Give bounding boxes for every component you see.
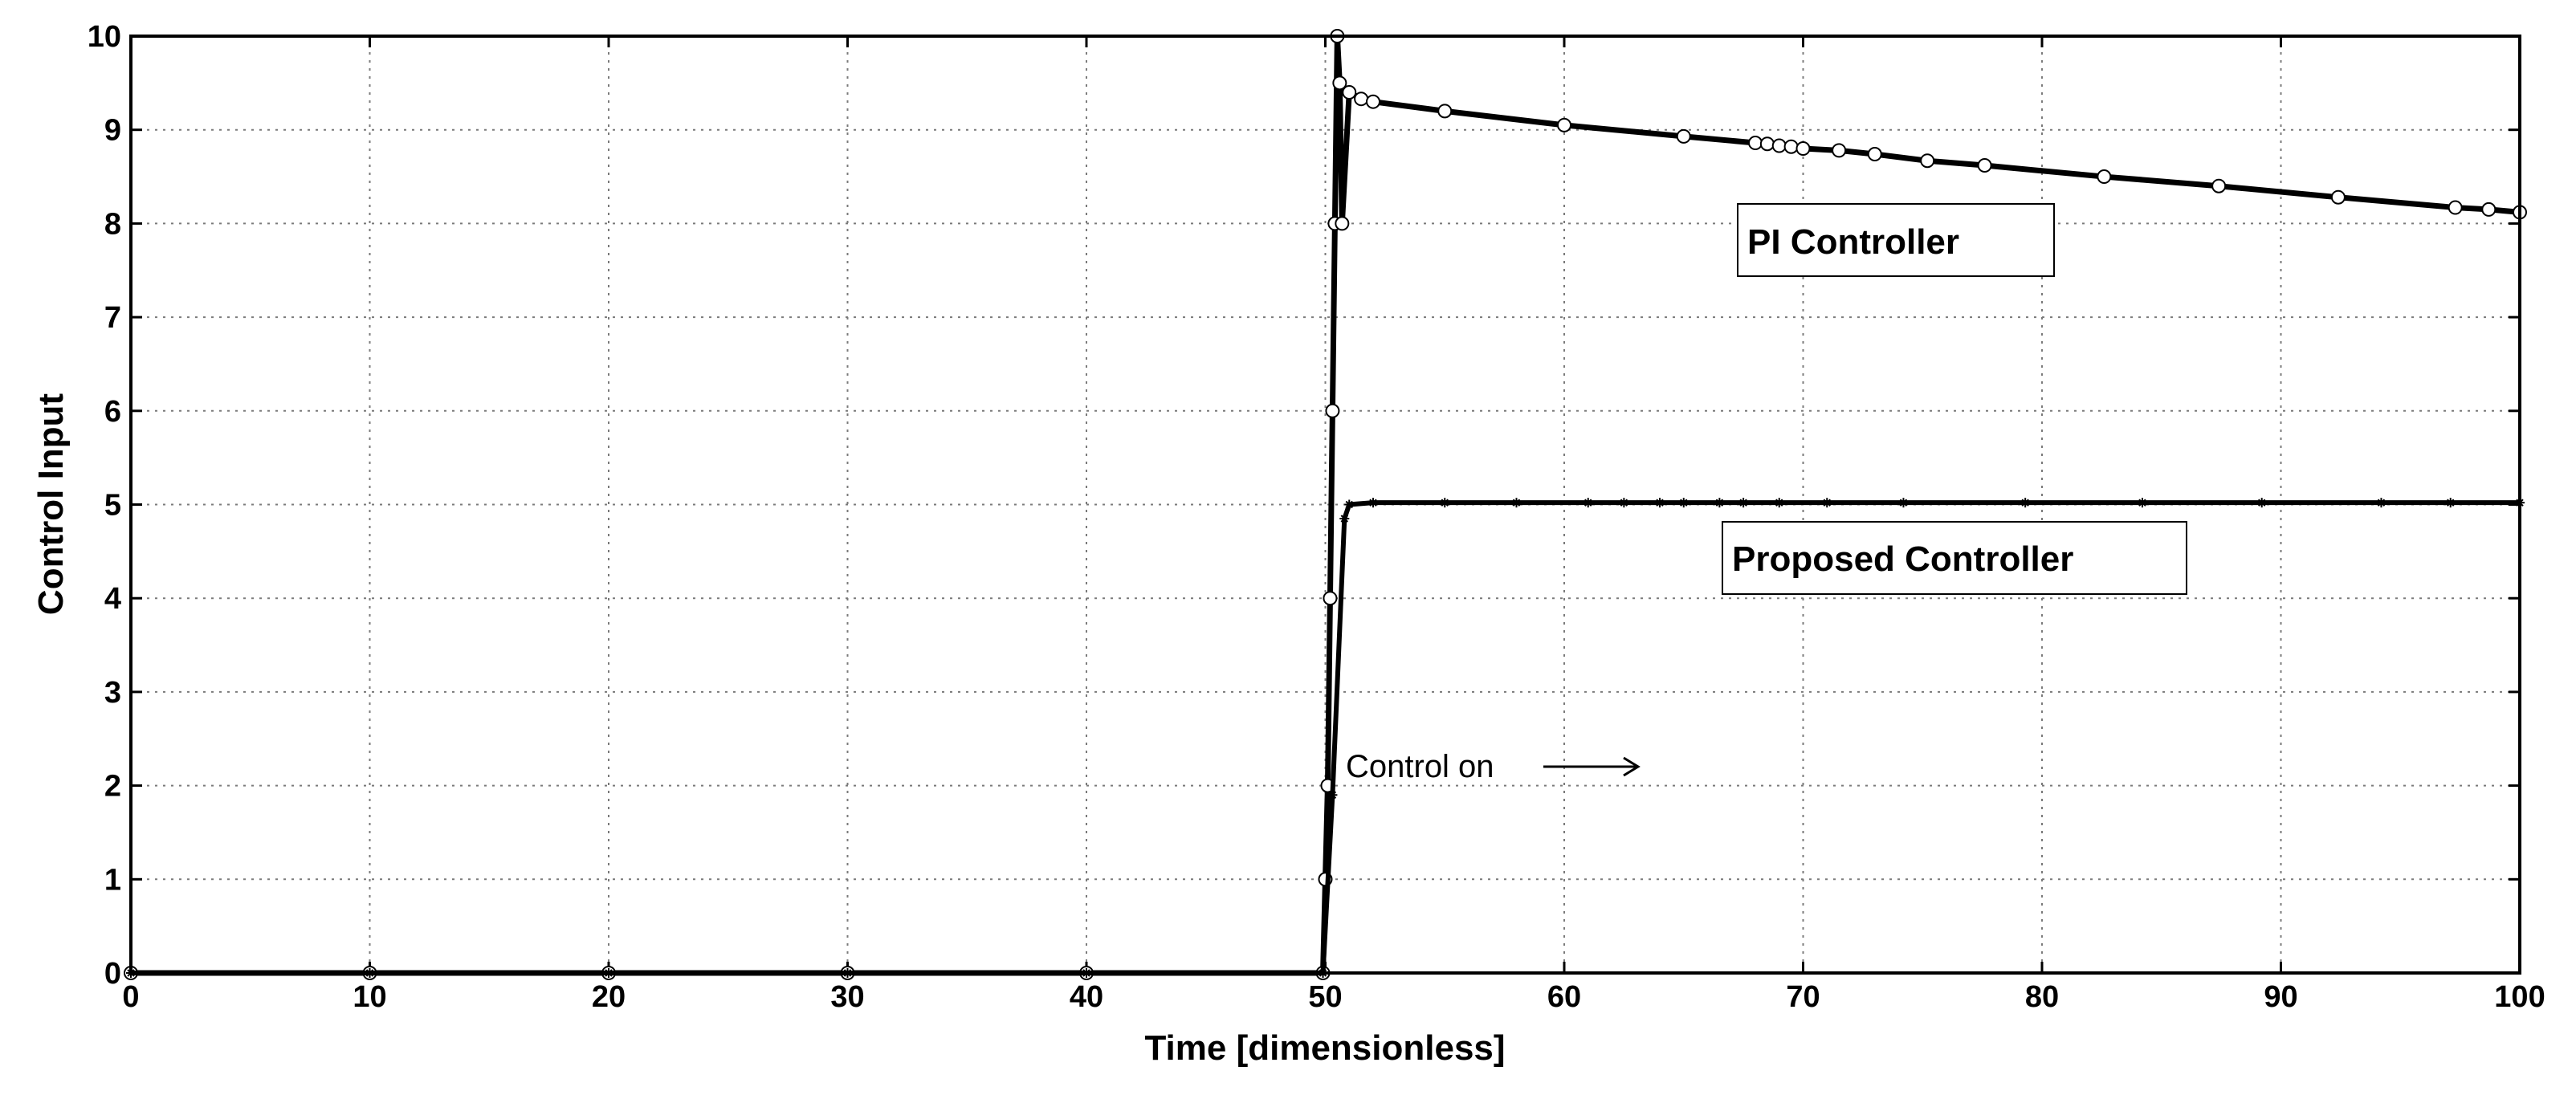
- y-tick-label: 4: [104, 582, 121, 616]
- data-point-proposed-controller: [1583, 498, 1593, 508]
- y-tick-label: 2: [104, 770, 121, 804]
- data-point-proposed-controller: [1738, 498, 1749, 508]
- data-point-pi-controller: [1771, 138, 1787, 153]
- control-on-label: Control on: [1346, 749, 1494, 784]
- x-axis-label: Time [dimensionless]: [1144, 1028, 1505, 1068]
- y-tick-label: 3: [104, 676, 121, 710]
- y-axis-label: Control Input: [31, 393, 71, 615]
- data-point-proposed-controller: [1898, 498, 1909, 508]
- data-point-proposed-controller: [2137, 498, 2147, 508]
- data-point-pi-controller: [1795, 141, 1811, 157]
- data-point-pi-controller: [1748, 136, 1763, 151]
- data-point-proposed-controller: [2445, 498, 2456, 508]
- data-point-pi-controller: [1832, 143, 1847, 158]
- legend-proposed-controller-label: Proposed Controller: [1732, 539, 2073, 579]
- legend-proposed-controller: Proposed Controller: [1722, 521, 2187, 595]
- x-tick-label: 0: [122, 980, 139, 1014]
- y-tick-label: 0: [104, 957, 121, 991]
- y-tick-label: 5: [104, 489, 121, 523]
- data-point-pi-controller: [1676, 128, 1691, 144]
- data-point-pi-controller: [1332, 75, 1347, 91]
- data-point-pi-controller: [1557, 117, 1571, 132]
- y-tick-label: 8: [104, 207, 121, 241]
- data-point-proposed-controller: [2256, 498, 2267, 508]
- x-tick-label: 50: [1308, 980, 1342, 1014]
- y-tick-label: 7: [104, 301, 121, 335]
- data-point-proposed-controller: [1327, 790, 1338, 800]
- legend-pi-controller: PI Controller: [1737, 203, 2055, 277]
- data-point-pi-controller: [1977, 158, 1992, 173]
- data-point-proposed-controller: [1655, 498, 1665, 508]
- y-tick-label: 6: [104, 395, 121, 429]
- x-tick-label: 100: [2494, 980, 2545, 1014]
- x-tick-label: 20: [592, 980, 626, 1014]
- data-point-proposed-controller: [1774, 498, 1784, 508]
- data-point-pi-controller: [1342, 85, 1357, 100]
- x-tick-label: 90: [2264, 980, 2297, 1014]
- control-on-arrow-head: [1623, 756, 1641, 777]
- data-point-proposed-controller: [1511, 498, 1522, 508]
- y-tick-label: 9: [104, 114, 121, 148]
- ticks: 0 10 20 30 40 50 60 70 80 90 100 0 1 2 3 4 5 6 7 8 9 10: [88, 20, 2545, 1014]
- x-tick-label: 30: [830, 980, 864, 1014]
- data-point-pi-controller: [1354, 92, 1369, 107]
- axes-box: [129, 35, 2521, 975]
- data-point-pi-controller: [2448, 200, 2463, 215]
- data-point-proposed-controller: [1440, 498, 1450, 508]
- data-point-pi-controller: [2481, 201, 2497, 217]
- data-point-proposed-controller: [2376, 498, 2386, 508]
- y-tick-label: 10: [88, 20, 121, 54]
- data-point-pi-controller: [2211, 178, 2227, 193]
- x-tick-label: 80: [2025, 980, 2059, 1014]
- data-point-pi-controller: [2097, 169, 2112, 185]
- data-point-proposed-controller: [1344, 499, 1355, 510]
- data-point-pi-controller: [1323, 591, 1338, 606]
- data-point-proposed-controller: [1822, 498, 1832, 508]
- data-point-proposed-controller: [1678, 498, 1689, 508]
- data-point-proposed-controller: [1368, 498, 1378, 508]
- data-point-pi-controller: [1867, 147, 1882, 162]
- data-point-pi-controller: [1366, 94, 1380, 109]
- data-point-pi-controller: [1759, 136, 1775, 152]
- x-tick-label: 70: [1786, 980, 1820, 1014]
- legend-pi-controller-label: PI Controller: [1747, 222, 1959, 262]
- control-on-annotation: Control on: [1346, 749, 1641, 784]
- y-tick-label: 1: [104, 863, 121, 897]
- x-tick-label: 60: [1547, 980, 1581, 1014]
- x-tick-label: 40: [1070, 980, 1103, 1014]
- data-point-proposed-controller: [1339, 514, 1350, 524]
- data-point-pi-controller: [1335, 216, 1350, 231]
- data-point-pi-controller: [1783, 139, 1799, 154]
- data-point-pi-controller: [1437, 104, 1453, 119]
- data-point-proposed-controller: [1714, 498, 1725, 508]
- data-point-pi-controller: [1325, 403, 1340, 418]
- x-tick-label: 10: [353, 980, 386, 1014]
- data-point-pi-controller: [1920, 153, 1935, 169]
- data-point-proposed-controller: [2020, 498, 2031, 508]
- data-point-pi-controller: [2330, 189, 2346, 205]
- data-point-proposed-controller: [1619, 498, 1629, 508]
